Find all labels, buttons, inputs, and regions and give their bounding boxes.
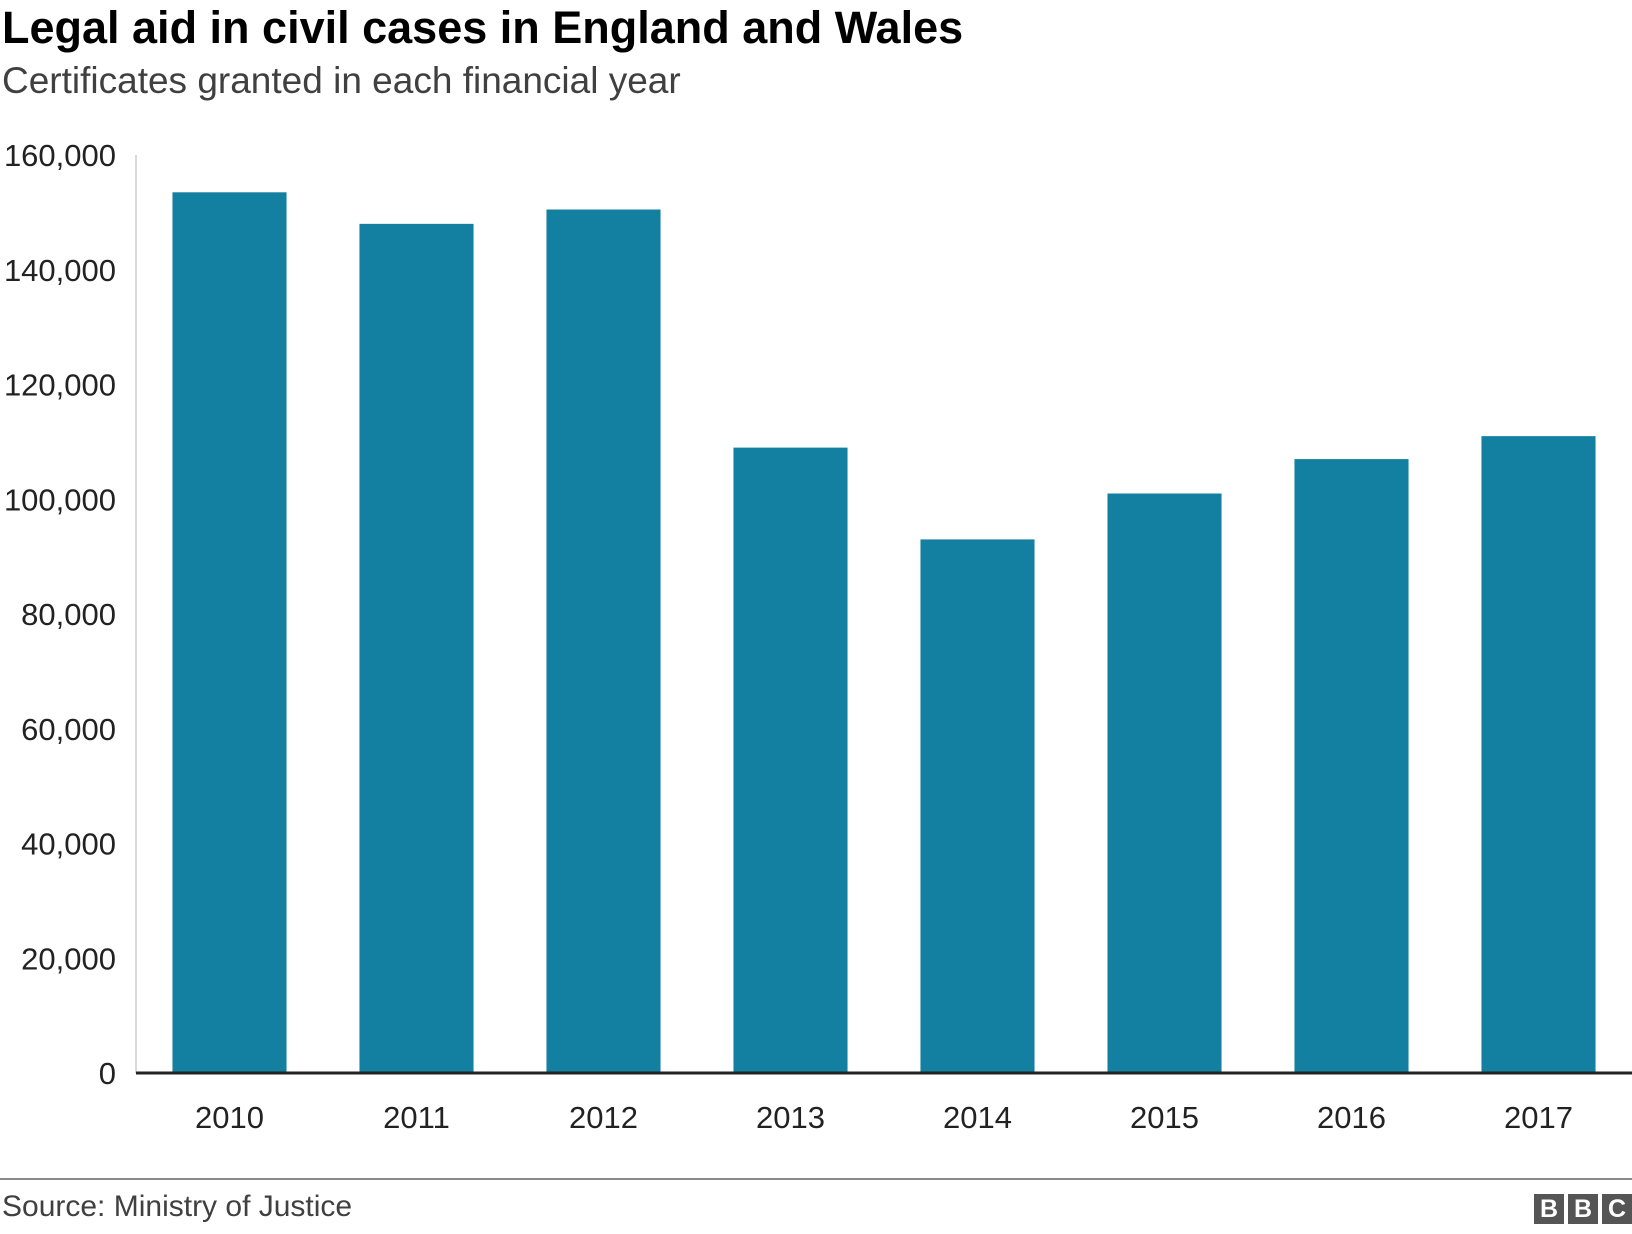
y-tick-label: 100,000 (4, 482, 116, 517)
bar-2016 (1294, 459, 1409, 1073)
x-tick-label: 2014 (943, 1100, 1012, 1135)
source-note: Source: Ministry of Justice (2, 1190, 353, 1223)
bbc-logo: B B C (1534, 1194, 1632, 1224)
y-tick-label: 20,000 (21, 941, 116, 976)
logo-letter-b1: B (1534, 1194, 1564, 1224)
chart-title: Legal aid in civil cases in England and … (2, 2, 964, 53)
x-tick-label: 2013 (756, 1100, 825, 1135)
bar-2014 (920, 539, 1035, 1073)
bar-2015 (1107, 493, 1222, 1073)
y-axis: 0 20,000 40,000 60,000 80,000 100,000 120,000 1… (4, 138, 137, 1091)
footer-divider (0, 1178, 1632, 1180)
bar-2013 (733, 447, 848, 1073)
y-tick-label: 60,000 (21, 712, 116, 747)
y-tick-label: 40,000 (21, 827, 116, 862)
y-tick-label: 80,000 (21, 597, 116, 632)
logo-letter-b2: B (1568, 1194, 1598, 1224)
bar-2010 (172, 192, 287, 1073)
y-tick-label: 0 (99, 1056, 116, 1091)
bars (172, 192, 1596, 1074)
bar-2012 (546, 209, 661, 1074)
y-tick-label: 140,000 (4, 253, 116, 288)
y-tick-label: 120,000 (4, 368, 116, 403)
y-tick-label: 160,000 (4, 138, 116, 173)
x-tick-label: 2017 (1504, 1100, 1573, 1135)
x-tick-label: 2015 (1130, 1100, 1199, 1135)
x-axis: 2010 2011 2012 2013 2014 2015 2016 2017 (136, 1071, 1632, 1135)
chart-subtitle: Certificates granted in each financial y… (2, 60, 681, 101)
logo-letter-c: C (1602, 1194, 1632, 1224)
bar-chart: 0 20,000 40,000 60,000 80,000 100,000 120,000 1… (4, 138, 1632, 1135)
bar-2011 (359, 223, 474, 1074)
x-tick-label: 2012 (569, 1100, 638, 1135)
bar-2017 (1481, 436, 1596, 1073)
x-tick-label: 2010 (195, 1100, 264, 1135)
x-tick-label: 2016 (1317, 1100, 1386, 1135)
x-tick-label: 2011 (383, 1100, 450, 1135)
